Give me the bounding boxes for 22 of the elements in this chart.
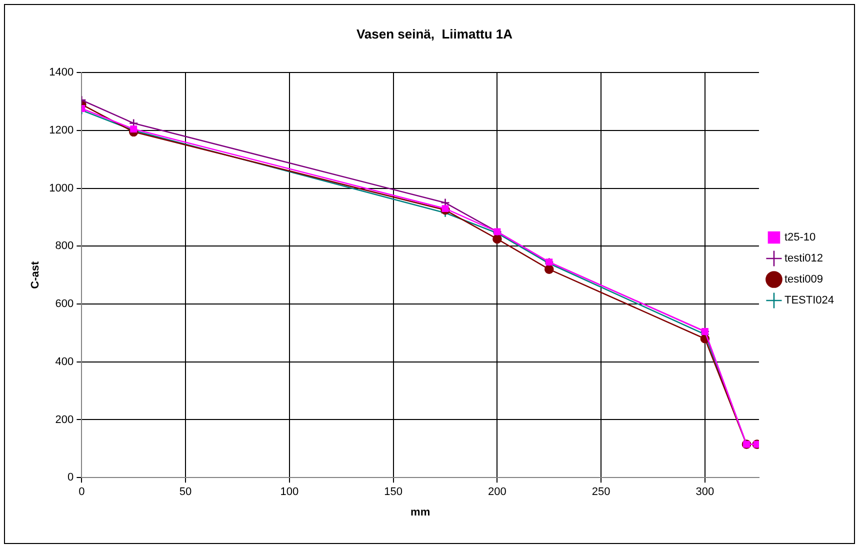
legend-label: testi012 — [784, 252, 824, 265]
legend-label: TESTI024 — [784, 294, 834, 307]
x-tick-label: 300 — [696, 486, 714, 498]
y-tick-label: 1000 — [49, 182, 74, 194]
y-tick-label: 1400 — [49, 66, 74, 79]
y-tick-label: 0 — [68, 472, 74, 484]
legend-label: t25-10 — [784, 232, 816, 244]
x-tick-label: 250 — [592, 486, 610, 498]
x-tick-label: 100 — [280, 486, 299, 498]
x-tick-label: 200 — [488, 486, 506, 498]
y-tick-label: 400 — [55, 356, 74, 368]
x-tick-label: 150 — [384, 486, 402, 498]
y-tick-label: 200 — [55, 414, 74, 426]
y-axis-title: C-ast — [30, 261, 42, 289]
x-tick-label: 0 — [78, 486, 85, 498]
x-axis-title: mm — [410, 506, 430, 518]
y-tick-label: 600 — [55, 298, 74, 310]
y-tick-label: 800 — [55, 240, 74, 252]
y-tick-label: 1200 — [49, 124, 74, 136]
legend-label: testi009 — [784, 274, 824, 286]
chart-title: Vasen seinä, Liimattu 1A — [356, 26, 514, 42]
x-tick-label: 50 — [179, 486, 192, 498]
